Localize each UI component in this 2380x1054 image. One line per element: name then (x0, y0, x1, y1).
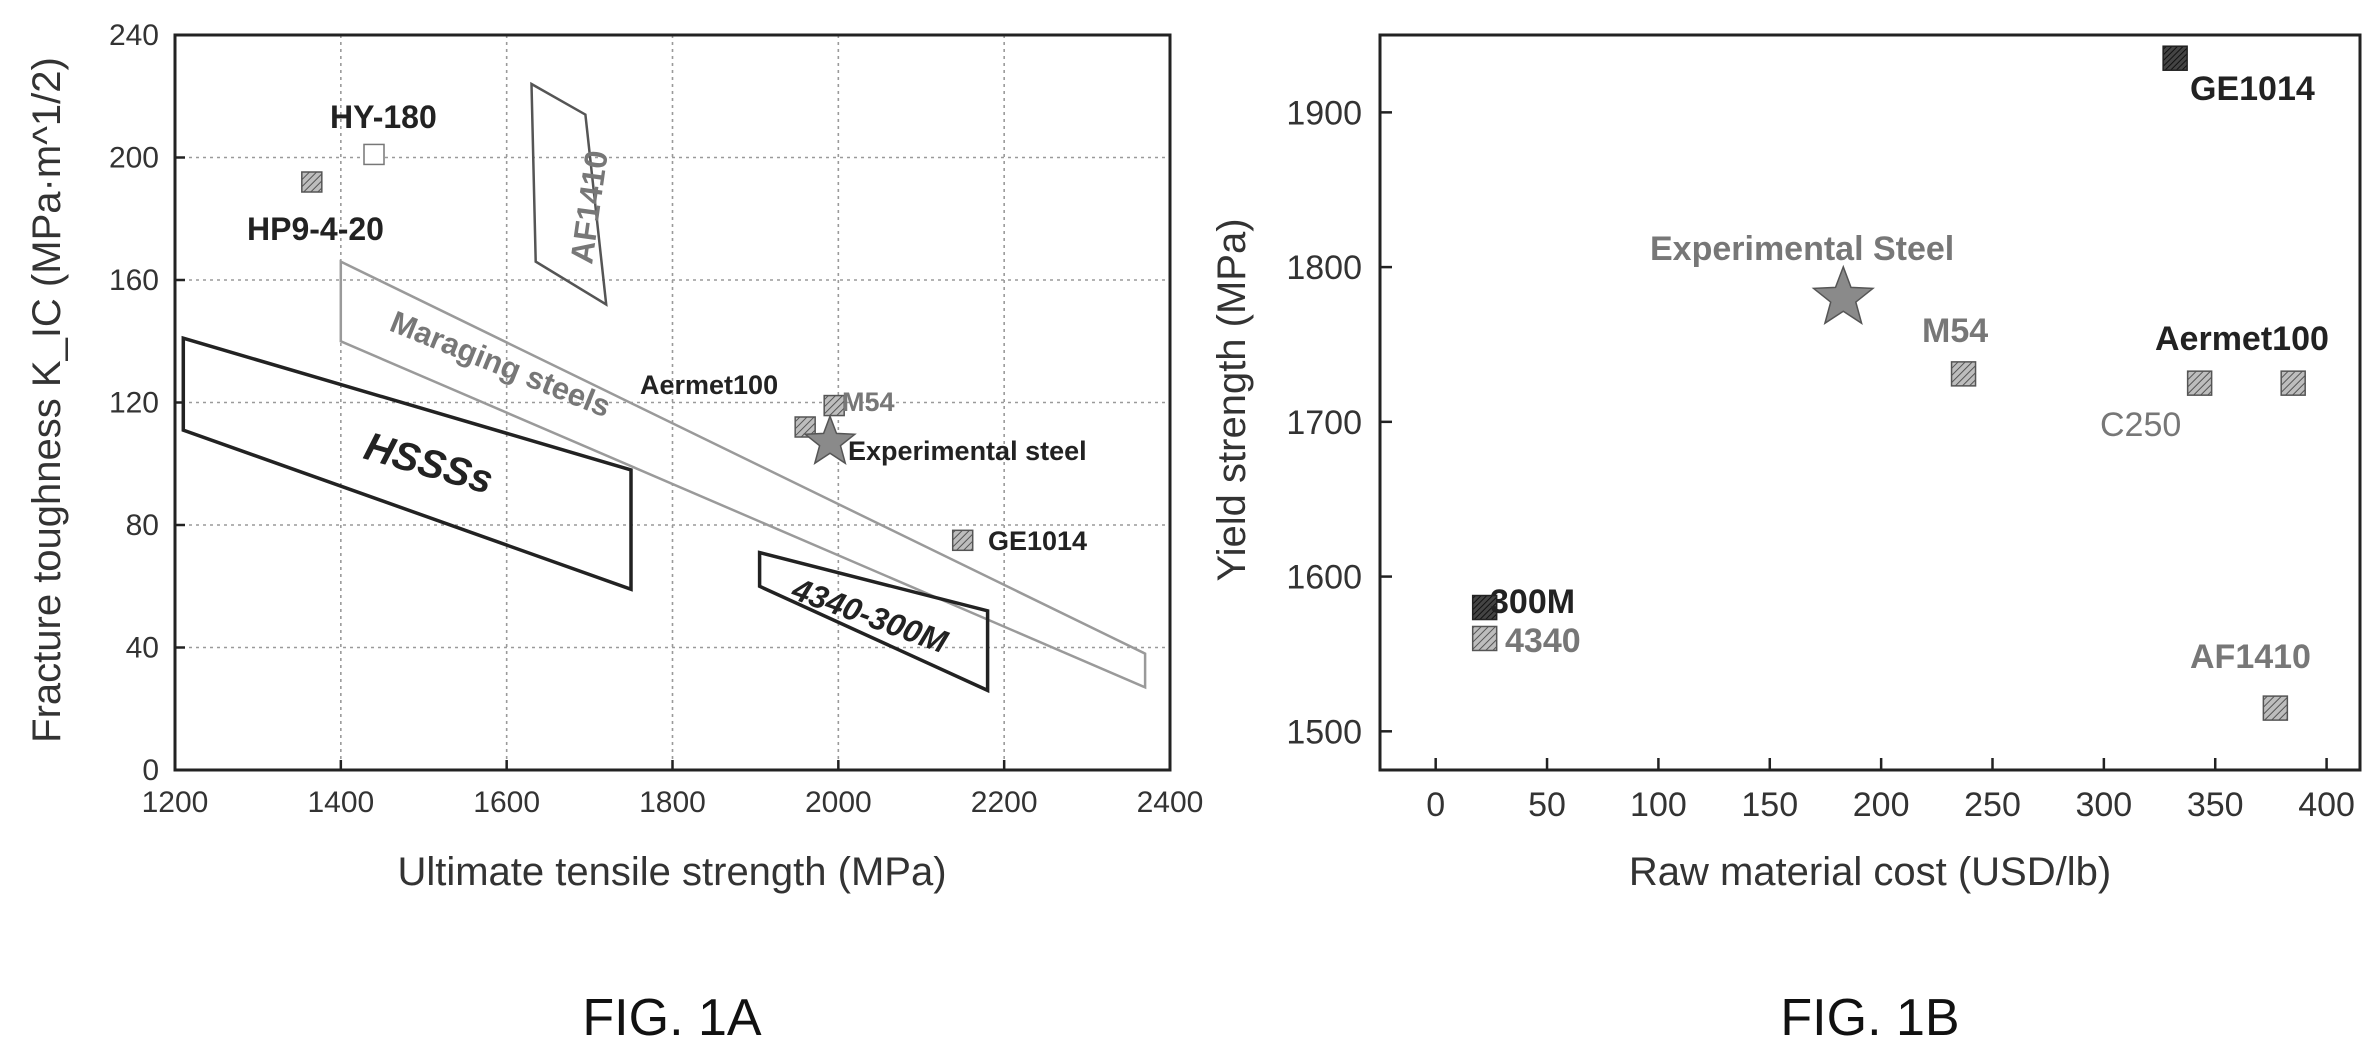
chart-1a-x-axis-title: Ultimate tensile strength (MPa) (397, 850, 946, 894)
label-c250-b: C250 (2100, 406, 2181, 444)
chart-1a-y-tick-label: 200 (109, 142, 159, 175)
region-hssss (181, 335, 633, 592)
region-4340-300m (757, 550, 990, 694)
chart-1a-y-tick-label: 80 (126, 509, 159, 542)
point-ge1014 (2162, 45, 2188, 71)
point-m54 (1950, 361, 1977, 387)
point-aermet100 (794, 416, 816, 438)
chart-1b-x-tick-label: 100 (1630, 786, 1687, 824)
point-ge1014 (951, 529, 974, 552)
chart-1b-tick-labels: 0 50 100 150 200 250 300 350 400 1500 1600 1700 1800… (1286, 94, 2355, 824)
chart-1a-x-tick-label: 1600 (473, 786, 540, 819)
point-c250 (2186, 370, 2213, 396)
label-hp9-4-20: HP9-4-20 (247, 211, 384, 247)
label-aermet100-b: Aermet100 (2155, 320, 2329, 358)
label-hy180: HY-180 (330, 99, 437, 135)
point-af1410 (2262, 695, 2289, 721)
chart-1a-grid (175, 35, 1170, 770)
chart-1a-y-tick-label: 160 (109, 264, 159, 297)
label-300m-b: 300M (1490, 583, 1575, 621)
chart-1b-x-tick-label: 400 (2298, 786, 2355, 824)
chart-1b-y-tick-label: 1500 (1286, 713, 1362, 751)
chart-1b-ticks (1380, 111, 2328, 770)
chart-1b-y-axis-title: Yield strength (MPa) (1210, 218, 1254, 581)
chart-1b-y-tick-label: 1900 (1286, 94, 1362, 132)
point-300m (1471, 594, 1498, 621)
chart-1b-x-tick-label: 250 (1964, 786, 2021, 824)
chart-1b-y-tick-label: 1600 (1286, 559, 1362, 597)
chart-1b-x-tick-label: 350 (2187, 786, 2244, 824)
point-experimental-steel (1811, 264, 1875, 326)
chart-1a-tick-labels: 1200 1400 1600 1800 2000 2200 2400 0 40 80 120 160 2… (109, 19, 1203, 819)
chart-1a-y-tick-label: 0 (142, 754, 159, 787)
label-m54-b: M54 (1922, 312, 1988, 350)
chart-1a-x-tick-label: 2200 (971, 786, 1038, 819)
chart-1b-x-axis-title: Raw material cost (USD/lb) (1629, 850, 2111, 894)
chart-1b-plot-frame (1378, 33, 2362, 772)
chart-1a-x-tick-label: 1400 (307, 786, 374, 819)
point-aermet100 (2280, 370, 2306, 396)
chart-1b-x-tick-label: 0 (1426, 786, 1445, 824)
point-hp9-4-20 (301, 171, 323, 193)
chart-1a-regions (181, 81, 1147, 694)
chart-1a-y-tick-label: 240 (109, 19, 159, 52)
label-af1410-region: AF1410 (563, 148, 614, 266)
chart-1b-y-tick-label: 1800 (1286, 249, 1362, 287)
point-m54 (823, 394, 845, 417)
chart-1a-points (301, 143, 974, 552)
point-4340 (1471, 625, 1498, 652)
region-maraging-steels (339, 259, 1147, 690)
chart-1a: 1200 1400 1600 1800 2000 2200 2400 0 40 80 120 160 2… (25, 19, 1203, 1047)
region-af1410 (530, 81, 608, 307)
caption-fig-1b: FIG. 1B (1780, 989, 1959, 1047)
label-af1410-b: AF1410 (2190, 638, 2311, 676)
point-experimental-steel (803, 414, 857, 466)
chart-1a-x-tick-label: 1200 (142, 786, 209, 819)
chart-1b: 0 50 100 150 200 250 300 350 400 1500 1600 1700 1800… (1210, 33, 2362, 1047)
chart-1a-y-tick-label: 120 (109, 387, 159, 420)
label-aermet100: Aermet100 (640, 370, 778, 400)
label-4340-b: 4340 (1505, 622, 1581, 660)
chart-1b-x-tick-label: 200 (1853, 786, 1910, 824)
chart-1a-y-axis-title: Fracture toughness K_IC (MPa·m^1/2) (25, 57, 69, 743)
chart-1a-x-tick-label: 2400 (1137, 786, 1204, 819)
chart-1b-x-tick-label: 150 (1741, 786, 1798, 824)
label-hsss-region: HSSSs (360, 424, 498, 502)
label-m54: M54 (842, 387, 895, 417)
chart-1a-y-tick-label: 40 (126, 632, 159, 665)
chart-1b-points (1471, 45, 2306, 721)
chart-1a-x-tick-label: 1800 (639, 786, 706, 819)
label-ge1014: GE1014 (988, 526, 1087, 556)
chart-1b-x-tick-label: 300 (2075, 786, 2132, 824)
chart-1b-x-tick-label: 50 (1528, 786, 1566, 824)
chart-1a-x-tick-label: 2000 (805, 786, 872, 819)
label-ge1014-b: GE1014 (2190, 70, 2315, 108)
label-experimental-steel: Experimental steel (848, 436, 1087, 466)
point-hy-180 (363, 143, 385, 166)
label-experimental-steel-b: Experimental Steel (1650, 230, 1954, 268)
caption-fig-1a: FIG. 1A (582, 989, 761, 1047)
chart-1b-y-tick-label: 1700 (1286, 404, 1362, 442)
